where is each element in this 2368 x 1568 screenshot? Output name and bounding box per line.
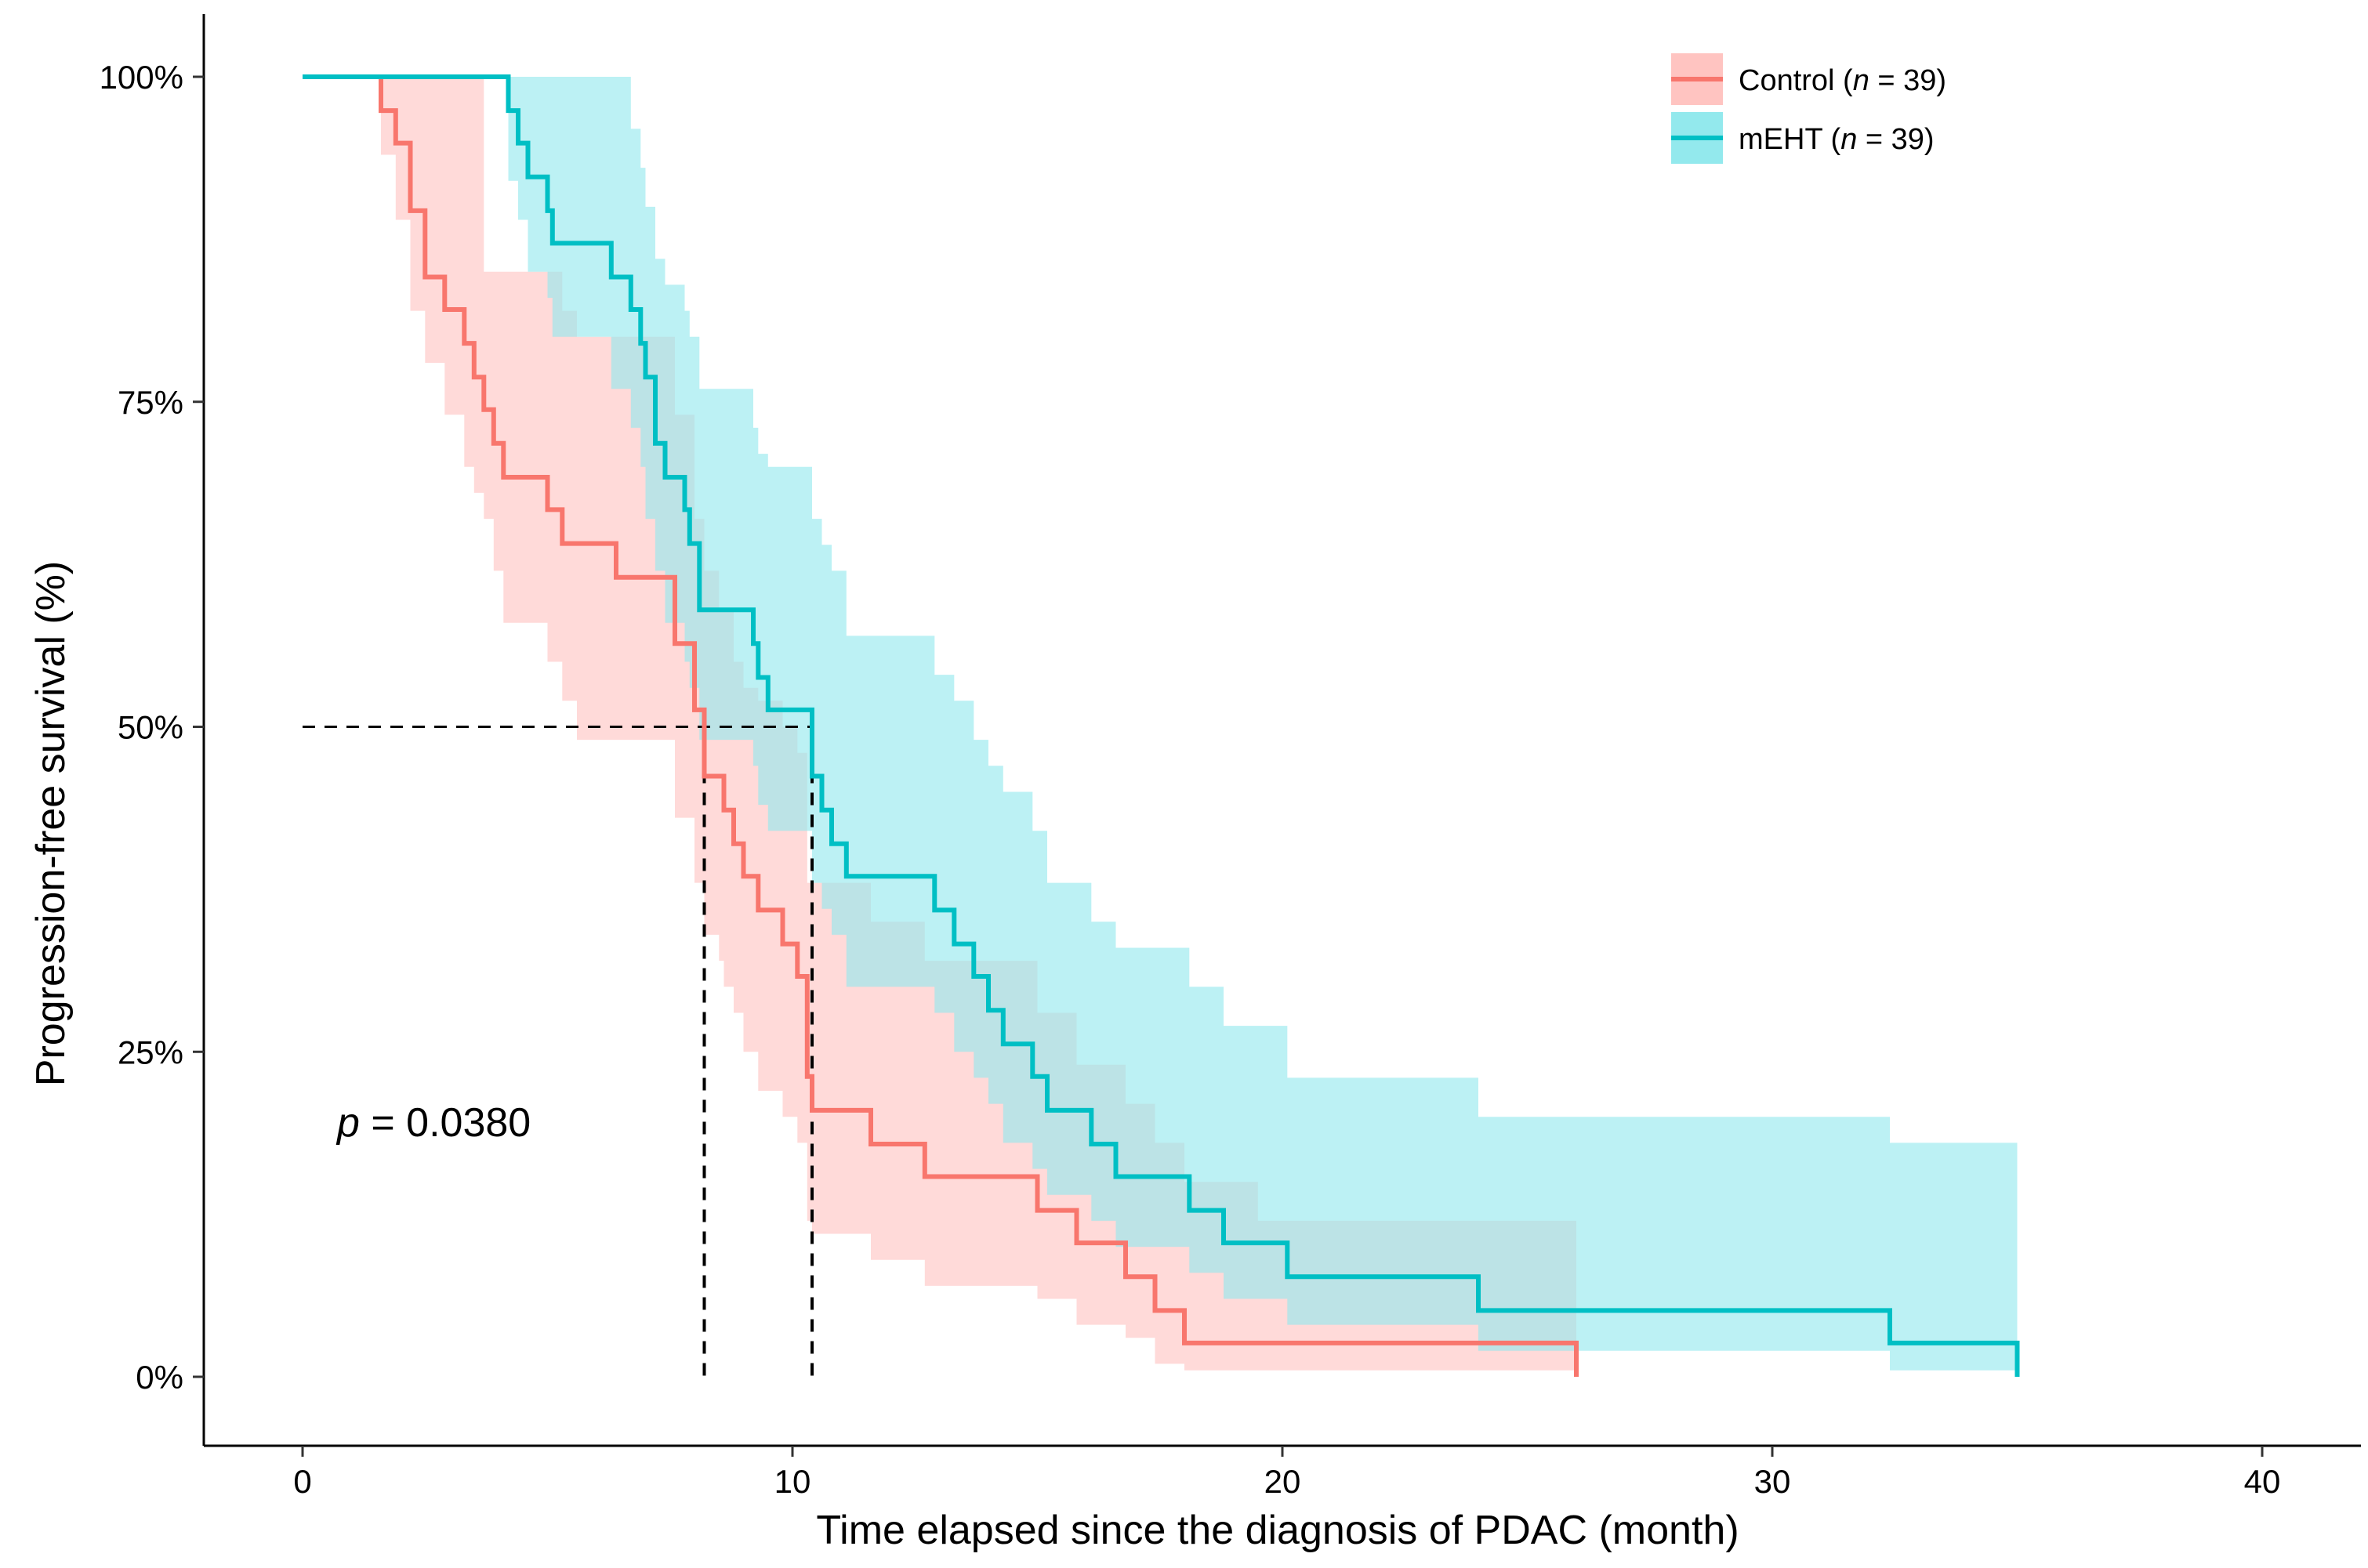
survival-curves [303,74,2020,1377]
survival-line-control [303,74,1579,1377]
legend-label-meht: mEHT (n = 39) [1739,123,1935,156]
axis-ticks: 0 10 20 30 40 0% 25% 50% 75% 100% [100,59,2281,1500]
p-symbol: p [335,1100,360,1146]
p-value-text: = 0.0380 [360,1100,531,1146]
x-tick-label: 40 [2244,1463,2281,1500]
survival-line-meht [303,74,2020,1377]
legend-label-control: Control (n = 39) [1739,64,1946,97]
x-tick-label: 30 [1754,1463,1791,1500]
x-tick-label: 0 [293,1463,311,1500]
y-axis-title: Progression-free survival (%) [28,561,74,1086]
x-tick-label: 10 [774,1463,811,1500]
legend: Control (n = 39) mEHT (n = 39) [1671,53,1946,164]
ci-band-meht [303,77,2018,1371]
y-tick-label: 75% [118,384,183,421]
p-value-annotation: p = 0.0380 [335,1100,531,1146]
median-reference-lines [303,726,814,1377]
x-axis-title: Time elapsed since the diagnosis of PDAC… [816,1508,1739,1553]
y-tick-label: 100% [100,59,183,96]
y-tick-label: 25% [118,1034,183,1070]
y-tick-label: 0% [136,1359,183,1396]
confidence-bands [303,77,2018,1377]
x-tick-label: 20 [1264,1463,1301,1500]
y-tick-label: 50% [118,709,183,746]
ci-band-control [303,77,1576,1377]
